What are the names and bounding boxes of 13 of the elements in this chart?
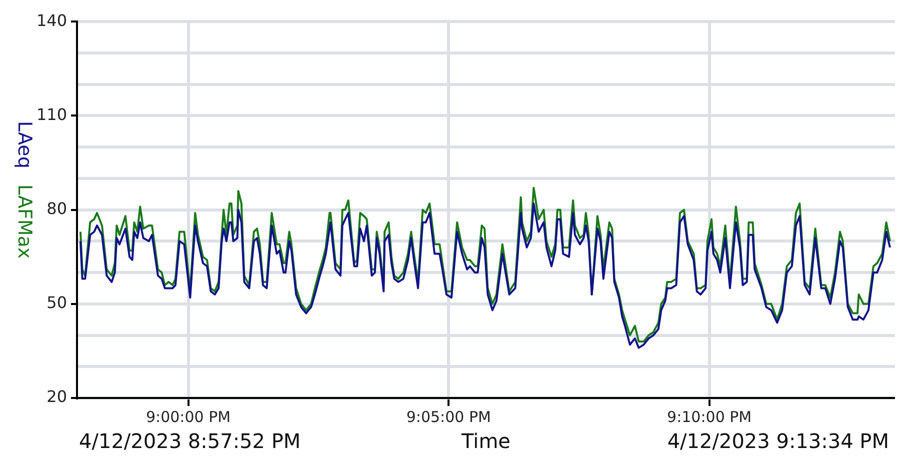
text: 4/12/2023 8:57:52 PM xyxy=(79,429,301,453)
text: 4/12/2023 9:13:34 PM xyxy=(667,429,889,453)
x-tick-label: 9:10:00 PM xyxy=(667,408,752,426)
x-axis-title: Time xyxy=(460,429,510,453)
y-tick-label: 50 xyxy=(46,293,67,312)
y-tick-label: 80 xyxy=(46,198,67,218)
y-tick-label: 140 xyxy=(36,10,67,30)
x-tick-label: 9:00:00 PM xyxy=(146,408,231,426)
y-tick-label: 20 xyxy=(46,387,67,406)
text: LAeq xyxy=(14,120,36,168)
y-tick-label: 110 xyxy=(36,104,67,124)
text: LAFMax xyxy=(14,184,36,259)
x-tick-label: 9:05:00 PM xyxy=(406,408,491,426)
